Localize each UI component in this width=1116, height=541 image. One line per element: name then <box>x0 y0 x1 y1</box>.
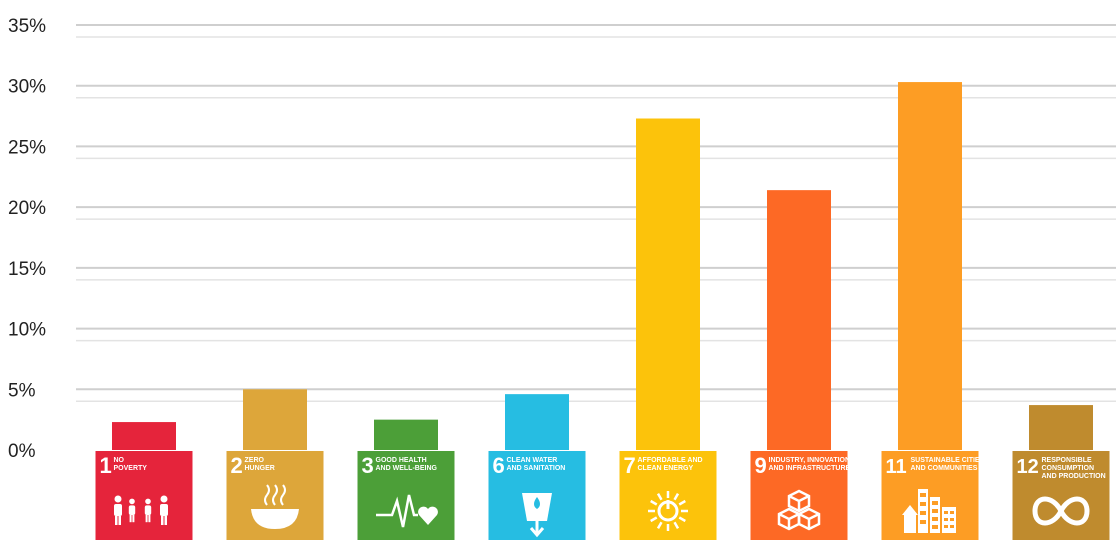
gridlines <box>76 24 1116 403</box>
y-tick-label: 35% <box>8 16 46 37</box>
tile-title-line: AND WELL-BEING <box>376 465 438 472</box>
bar-sdg-1 <box>112 422 176 450</box>
infinity-icon <box>1032 496 1090 526</box>
bar-sdg-7 <box>636 118 700 450</box>
tile-background <box>357 451 455 540</box>
family-icon <box>114 495 168 525</box>
tile-title-line: INDUSTRY, INNOVATION <box>769 457 851 464</box>
tile-title-line: GOOD HEALTH <box>376 457 427 464</box>
y-tick-label: 15% <box>8 259 46 280</box>
y-tick-label: 25% <box>8 137 46 158</box>
tile-number: 3 <box>362 453 374 478</box>
bar-sdg-6 <box>505 394 569 450</box>
y-tick-label: 0% <box>8 441 36 462</box>
bowl-icon <box>251 484 299 529</box>
bar-sdg-9 <box>767 190 831 450</box>
y-tick-label: 20% <box>8 198 46 219</box>
y-tick-label: 30% <box>8 77 46 98</box>
tile-title-line: HUNGER <box>245 465 275 472</box>
tile-title-line: SUSTAINABLE CITIES <box>911 457 985 464</box>
bar-sdg-2 <box>243 389 307 450</box>
tile-title-line: AND COMMUNITIES <box>911 465 978 472</box>
y-axis-ticks: 0% 5% 10% 15% 20% 25% 30% 35% <box>8 16 46 462</box>
tile-title-line: RESPONSIBLE <box>1042 457 1093 464</box>
tile-title-line: AND PRODUCTION <box>1042 473 1106 480</box>
tile-number: 7 <box>624 453 636 478</box>
tile-title-line: ZERO <box>245 457 265 464</box>
heartbeat-icon <box>376 494 438 528</box>
tile-title-line: CONSUMPTION <box>1042 465 1095 472</box>
bars <box>112 82 1093 451</box>
tile-number: 11 <box>886 456 907 478</box>
tile-number: 1 <box>100 453 112 478</box>
water-glass-icon <box>522 493 552 538</box>
tile-title-line: AND INFRASTRUCTURE <box>769 465 851 472</box>
city-icon <box>902 489 956 533</box>
tile-title-line: CLEAN ENERGY <box>638 465 694 472</box>
tile-number: 6 <box>493 453 505 478</box>
tile-title-line: NO <box>114 457 125 464</box>
tile-number: 12 <box>1017 456 1039 478</box>
tile-title-line: AFFORDABLE AND <box>638 457 703 464</box>
bar-sdg-3 <box>374 419 438 450</box>
sun-power-icon <box>648 491 688 531</box>
tile-title-line: CLEAN WATER <box>507 457 558 464</box>
bar-sdg-12 <box>1029 405 1093 450</box>
tile-background <box>1012 451 1110 540</box>
y-tick-label: 5% <box>8 380 36 401</box>
tile-number: 2 <box>231 453 243 478</box>
tile-title-line: POVERTY <box>114 465 148 472</box>
y-tick-label: 10% <box>8 320 46 341</box>
tile-background <box>95 451 193 540</box>
bar-sdg-11 <box>898 82 962 451</box>
cubes-icon <box>777 489 821 531</box>
tile-number: 9 <box>755 453 767 478</box>
tile-title-line: AND SANITATION <box>507 465 566 472</box>
